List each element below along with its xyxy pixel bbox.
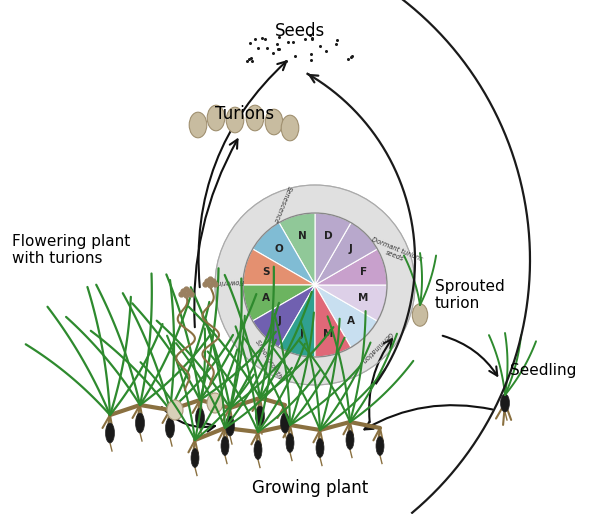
Text: Sprouted
turion: Sprouted turion [435, 279, 504, 311]
Text: Senescence: Senescence [272, 185, 293, 224]
Text: N: N [298, 231, 306, 241]
Ellipse shape [254, 440, 262, 460]
Wedge shape [315, 223, 378, 285]
Text: Seeds: Seeds [275, 22, 325, 40]
Ellipse shape [281, 413, 290, 433]
Text: D: D [324, 231, 332, 241]
Ellipse shape [189, 112, 207, 138]
Wedge shape [243, 285, 315, 321]
Wedge shape [315, 213, 351, 285]
Wedge shape [279, 285, 315, 357]
Text: Shoot growth: Shoot growth [254, 339, 283, 380]
Text: Growing plant: Growing plant [252, 479, 368, 497]
Text: Germination: Germination [360, 330, 393, 363]
Text: Turions: Turions [215, 105, 274, 123]
Ellipse shape [281, 115, 299, 141]
Ellipse shape [195, 408, 204, 428]
Wedge shape [243, 249, 315, 285]
Text: M: M [359, 293, 369, 303]
Wedge shape [315, 249, 387, 285]
Ellipse shape [246, 105, 264, 131]
Text: A: A [262, 293, 270, 303]
Text: J: J [300, 328, 304, 339]
Ellipse shape [316, 438, 324, 457]
Ellipse shape [226, 107, 244, 133]
Ellipse shape [286, 433, 294, 452]
Ellipse shape [207, 393, 223, 413]
Ellipse shape [207, 105, 225, 131]
Text: M: M [323, 328, 333, 339]
Text: Flowering plant
with turions: Flowering plant with turions [12, 234, 131, 266]
Text: J: J [278, 316, 281, 326]
Ellipse shape [500, 394, 509, 412]
Ellipse shape [226, 416, 234, 436]
Ellipse shape [135, 413, 145, 433]
Ellipse shape [167, 400, 183, 420]
Text: A: A [346, 316, 354, 326]
Wedge shape [279, 213, 315, 285]
Text: Seedling: Seedling [510, 362, 576, 377]
Ellipse shape [191, 449, 199, 468]
Text: Flowering: Flowering [212, 279, 244, 285]
Circle shape [215, 185, 415, 385]
Ellipse shape [256, 406, 265, 426]
Ellipse shape [165, 418, 174, 438]
Wedge shape [315, 285, 351, 357]
Ellipse shape [412, 304, 428, 326]
Text: F: F [360, 267, 367, 277]
Wedge shape [253, 223, 315, 285]
Text: O: O [275, 244, 284, 254]
Text: Dormant turions
seeds: Dormant turions seeds [368, 236, 424, 268]
Text: S: S [262, 267, 270, 277]
Ellipse shape [221, 436, 229, 455]
Wedge shape [253, 285, 315, 347]
Ellipse shape [106, 423, 115, 443]
Text: J: J [349, 244, 353, 254]
Ellipse shape [376, 436, 384, 455]
Wedge shape [315, 285, 378, 347]
Ellipse shape [346, 431, 354, 450]
Wedge shape [315, 285, 387, 321]
Circle shape [243, 213, 387, 357]
Ellipse shape [265, 109, 283, 135]
